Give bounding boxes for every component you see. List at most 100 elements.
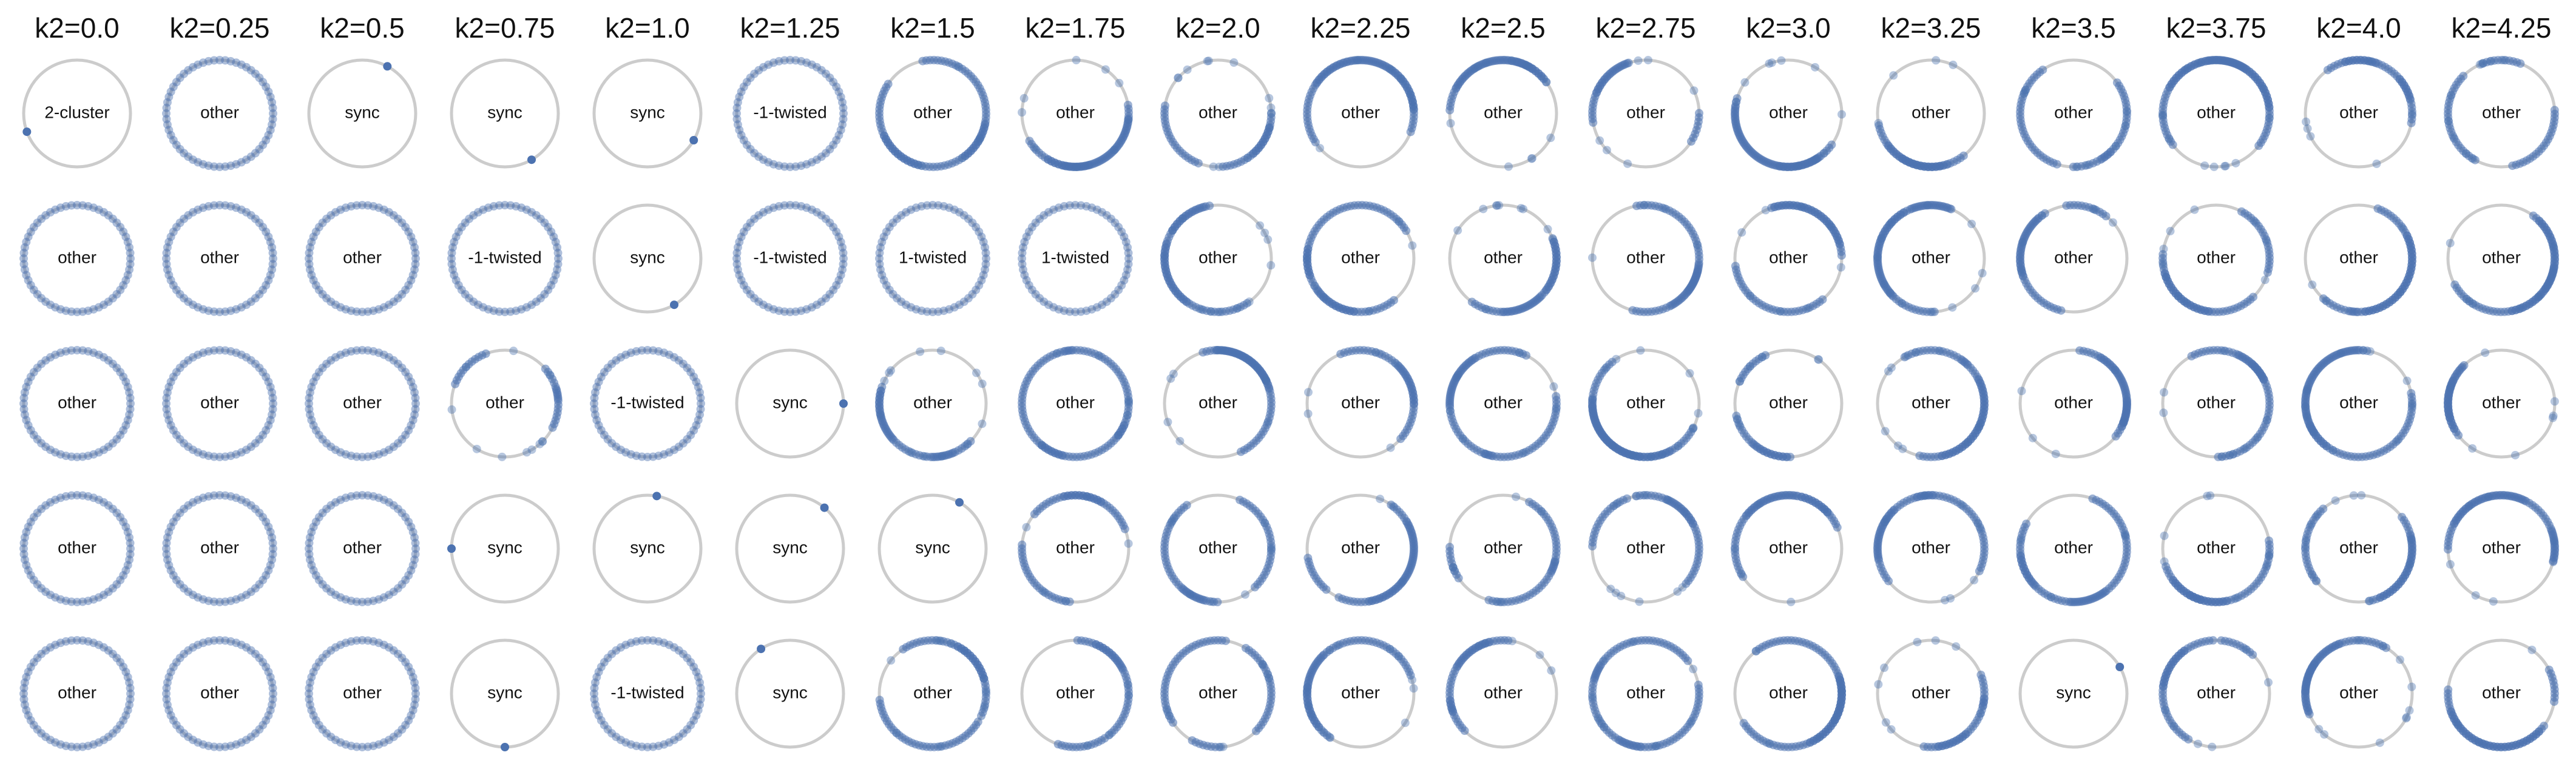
oscillator-point xyxy=(67,307,76,316)
oscillator-point xyxy=(950,303,959,312)
oscillator-point xyxy=(813,155,821,164)
oscillator-point xyxy=(1589,118,1598,127)
oscillator-point xyxy=(2302,412,2311,421)
oscillator-point xyxy=(2500,56,2509,65)
state-label: other xyxy=(2339,393,2378,411)
oscillator-point xyxy=(2096,353,2105,362)
oscillator-point xyxy=(1083,492,1092,501)
oscillator-point xyxy=(742,223,751,232)
oscillator-point xyxy=(1797,202,1807,211)
state-label: other xyxy=(1484,393,1523,411)
oscillator-point xyxy=(242,300,251,310)
phase-panel: other xyxy=(2159,346,2274,461)
oscillator-point xyxy=(1262,376,1271,385)
oscillator-point xyxy=(498,452,507,461)
oscillator-point xyxy=(484,203,493,212)
oscillator-point xyxy=(2548,413,2557,422)
oscillator-point xyxy=(1186,590,1195,599)
oscillator-point xyxy=(1552,404,1561,413)
oscillator-point xyxy=(305,243,314,252)
oscillator-point xyxy=(126,405,135,414)
oscillator-point xyxy=(1492,201,1501,210)
oscillator-point xyxy=(397,218,407,228)
oscillator-point xyxy=(56,203,65,212)
oscillator-point xyxy=(226,306,235,316)
oscillator-point xyxy=(737,87,746,96)
oscillator-point xyxy=(226,201,235,211)
oscillator-point xyxy=(242,63,251,72)
oscillator-point xyxy=(2446,560,2455,569)
state-label: other xyxy=(2197,538,2236,557)
oscillator-point xyxy=(67,201,76,210)
oscillator-point xyxy=(1513,58,1522,67)
oscillator-point xyxy=(358,201,367,209)
oscillator-point xyxy=(1694,109,1703,118)
state-label: other xyxy=(1341,393,1380,411)
oscillator-point xyxy=(1522,61,1531,70)
oscillator-point xyxy=(2517,303,2526,313)
oscillator-point xyxy=(549,232,558,242)
oscillator-point xyxy=(1027,285,1036,294)
oscillator-point xyxy=(839,109,848,118)
oscillator-point xyxy=(959,297,969,306)
oscillator-point xyxy=(1220,346,1229,355)
oscillator-point xyxy=(1206,307,1215,316)
oscillator-point xyxy=(1022,232,1031,242)
oscillator-point xyxy=(305,265,314,274)
oscillator-point xyxy=(309,232,318,242)
oscillator-point xyxy=(689,136,698,144)
oscillator-point xyxy=(347,306,356,316)
oscillator-point xyxy=(551,237,560,246)
phase-panel: other xyxy=(162,201,277,316)
oscillator-point xyxy=(1482,305,1491,314)
oscillator-point xyxy=(769,203,778,212)
oscillator-point xyxy=(194,303,203,312)
oscillator-point xyxy=(802,305,811,314)
state-label: other xyxy=(343,393,382,411)
oscillator-point xyxy=(2121,121,2130,130)
oscillator-point xyxy=(879,276,888,285)
oscillator-point xyxy=(897,211,906,220)
oscillator-point xyxy=(474,208,482,217)
oscillator-point xyxy=(2111,365,2120,374)
oscillator-point xyxy=(204,56,213,66)
oscillator-point xyxy=(737,130,746,140)
state-label: sync xyxy=(630,538,665,557)
oscillator-point xyxy=(1897,299,1906,308)
phase-panel: other xyxy=(1588,346,1703,461)
oscillator-point xyxy=(670,300,678,310)
unit-circle xyxy=(450,203,560,314)
phase-panel: other xyxy=(1445,346,1561,461)
oscillator-point xyxy=(512,201,521,211)
oscillator-point xyxy=(1022,523,1031,532)
oscillator-point xyxy=(737,276,746,285)
oscillator-point xyxy=(164,271,174,280)
oscillator-point xyxy=(2122,397,2131,406)
oscillator-point xyxy=(922,307,931,316)
oscillator-point xyxy=(1643,56,1652,65)
oscillator-point xyxy=(1537,507,1546,516)
oscillator-point xyxy=(1609,501,1618,510)
oscillator-point xyxy=(2028,433,2037,442)
oscillator-point xyxy=(2407,388,2416,398)
oscillator-point xyxy=(1077,201,1086,210)
state-label: -1-twisted xyxy=(610,393,684,411)
oscillator-point xyxy=(888,289,898,299)
oscillator-point xyxy=(1694,260,1703,269)
oscillator-point xyxy=(1635,597,1644,606)
oscillator-point xyxy=(2166,226,2175,235)
oscillator-point xyxy=(735,92,744,101)
oscillator-point xyxy=(1124,539,1133,548)
oscillator-point xyxy=(813,63,821,72)
oscillator-point xyxy=(1941,595,1950,604)
oscillator-point xyxy=(2321,296,2330,305)
oscillator-point xyxy=(194,158,203,167)
oscillator-point xyxy=(1646,452,1655,461)
oscillator-point xyxy=(522,303,531,312)
state-label: other xyxy=(2482,103,2521,121)
oscillator-point xyxy=(450,271,459,280)
state-label: other xyxy=(1341,538,1380,557)
oscillator-point xyxy=(802,160,811,169)
phase-panel: other xyxy=(1731,491,1844,606)
oscillator-point xyxy=(461,218,470,228)
